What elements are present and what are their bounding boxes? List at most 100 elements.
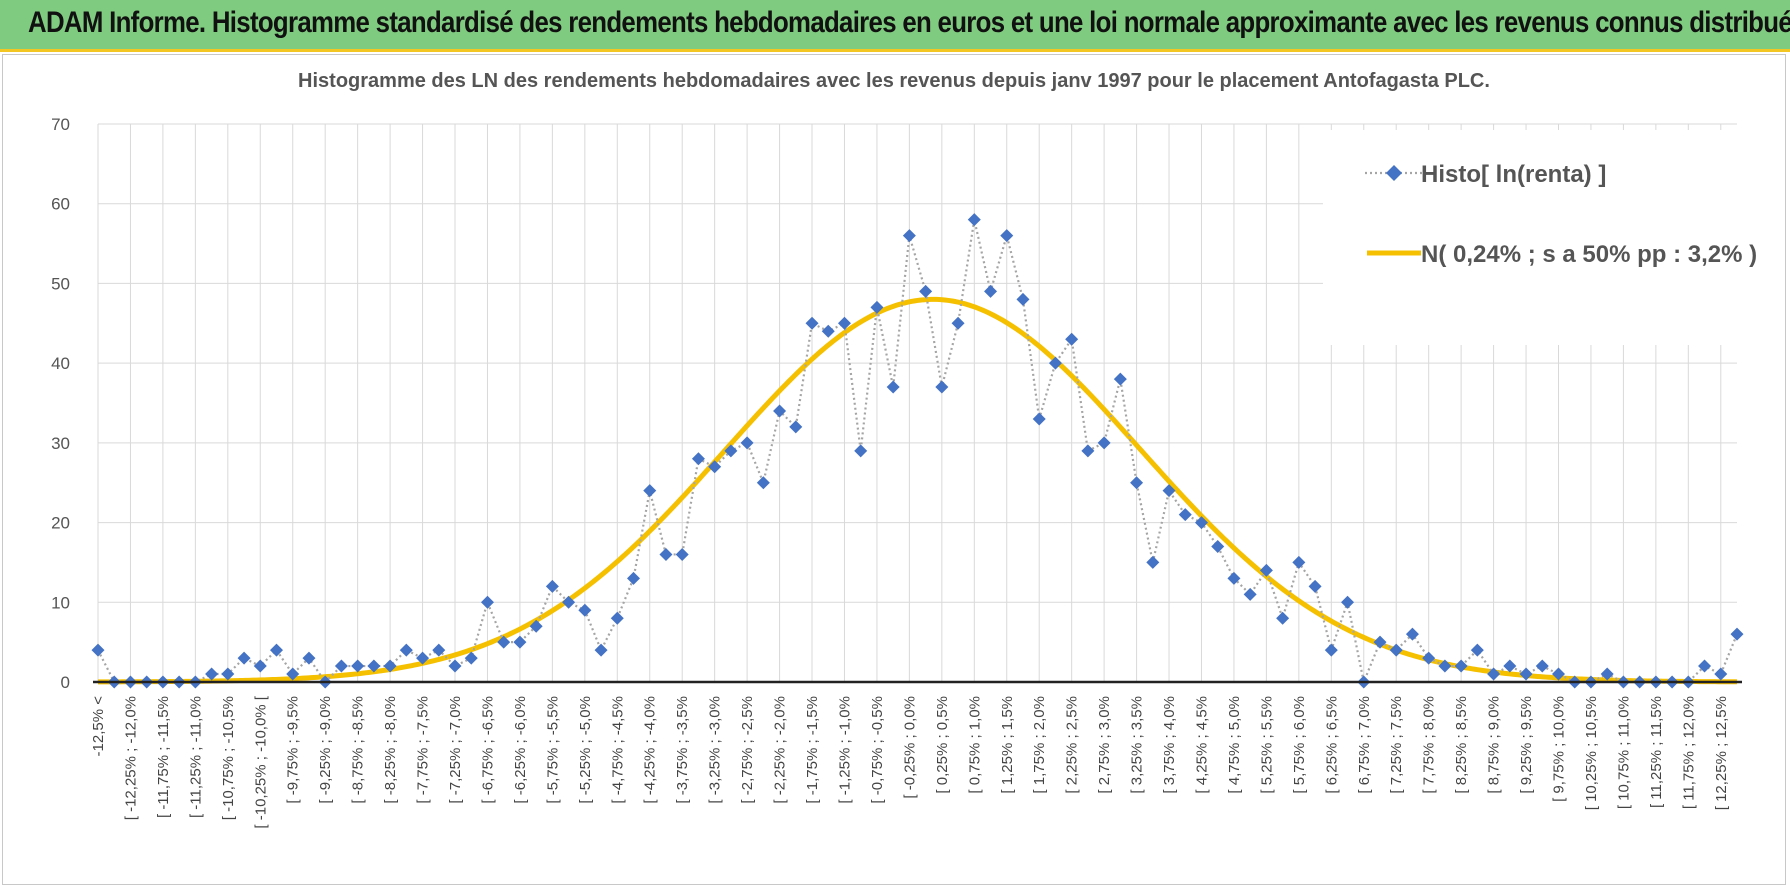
chart-frame: Histogramme des LN des rendements hebdom… <box>2 54 1786 885</box>
y-tick-label: 70 <box>51 115 70 134</box>
histogram-point <box>1600 667 1614 681</box>
x-tick-label: [ -10,75% ; -10,5% <box>220 696 237 820</box>
histogram-point <box>1519 667 1533 681</box>
x-tick-label: [ 11,75% ; 12,0% <box>1680 696 1697 809</box>
histogram-point <box>578 603 592 617</box>
histogram-point <box>302 651 316 665</box>
histogram-point <box>205 667 219 681</box>
histogram-point <box>789 420 803 434</box>
x-tick-label: [ -6,25% ; -6,0% <box>512 696 529 804</box>
x-tick-label: [ -9,25% ; -9,0% <box>317 696 334 804</box>
histogram-point <box>1178 508 1192 522</box>
histogram-point <box>1081 444 1095 458</box>
histogram-point <box>562 595 576 609</box>
histogram-point <box>1422 651 1436 665</box>
histogram-point <box>1130 476 1144 490</box>
histogram-point <box>1113 372 1127 386</box>
x-tick-label: [ -5,75% ; -5,5% <box>544 696 561 804</box>
histogram-point <box>416 651 430 665</box>
histogram-point <box>1503 659 1517 673</box>
x-tick-label: [ 8,25% ; 8,5% <box>1453 696 1470 794</box>
x-tick-label: [ -0,25% ; 0,0% <box>901 696 918 799</box>
x-tick-label: [ 0,25% ; 0,5% <box>934 696 951 794</box>
legend-normal-label: N( 0,24% ; s a 50% pp : 3,2% ) <box>1421 241 1757 268</box>
histogram-point <box>286 667 300 681</box>
histogram-point <box>854 444 868 458</box>
x-tick-label: [ 2,25% ; 2,5% <box>1064 696 1081 794</box>
report-banner: ADAM Informe. Histogramme standardisé de… <box>0 0 1790 52</box>
x-tick-label: [ 4,25% ; 4,5% <box>1193 696 1210 794</box>
chart-title: Histogramme des LN des rendements hebdom… <box>298 70 1490 92</box>
histogram-point <box>740 436 754 450</box>
histogram-point <box>270 643 284 657</box>
x-tick-label: [ -8,25% ; -8,0% <box>382 696 399 804</box>
histogram-point <box>367 659 381 673</box>
x-tick-label: [ 9,25% ; 9,5% <box>1518 696 1535 794</box>
histogram-point <box>1162 484 1176 498</box>
x-tick-label: [ 5,75% ; 6,0% <box>1291 696 1308 794</box>
x-tick-label: [ 5,25% ; 5,5% <box>1258 696 1275 794</box>
histogram-point <box>659 547 673 561</box>
y-tick-label: 30 <box>51 434 70 453</box>
x-tick-label: [ -8,75% ; -8,5% <box>350 696 367 804</box>
histogram-point <box>1389 643 1403 657</box>
x-tick-label: [ 10,25% ; 10,5% <box>1583 696 1600 810</box>
x-tick-label: [ -6,75% ; -6,5% <box>479 696 496 804</box>
histogram-point <box>1487 667 1501 681</box>
histogram-point <box>708 460 722 474</box>
histogram-point <box>902 229 916 243</box>
x-tick-label: [ -11,25% ; -11,0% <box>187 696 204 818</box>
histogram-point <box>1714 667 1728 681</box>
histogram-point <box>610 611 624 625</box>
histogram-point <box>1454 659 1468 673</box>
histogram-point <box>1373 635 1387 649</box>
histogram-point <box>513 635 527 649</box>
histogram-point <box>1276 611 1290 625</box>
histogram-point <box>1194 516 1208 530</box>
x-tick-label: [ 11,25% ; 11,5% <box>1648 696 1665 808</box>
histogram-point <box>399 643 413 657</box>
histogram-point <box>237 651 251 665</box>
histogram-point <box>545 579 559 593</box>
x-tick-label: [ -9,75% ; -9,5% <box>285 696 302 804</box>
x-tick-label: [ -1,25% ; -1,0% <box>836 696 853 804</box>
histogram-point <box>1243 587 1257 601</box>
histogram-point <box>1146 555 1160 569</box>
histogram-point <box>1341 595 1355 609</box>
histogram-point <box>1405 627 1419 641</box>
x-tick-label: [ -3,75% ; -3,5% <box>674 696 691 804</box>
legend-background <box>1323 130 1763 345</box>
histogram-point <box>383 659 397 673</box>
histogram-point <box>1308 579 1322 593</box>
x-tick-label: [ -0,75% ; -0,5% <box>869 696 886 804</box>
histogram-point <box>1259 563 1273 577</box>
x-tick-label: [ 6,75% ; 7,0% <box>1356 696 1373 794</box>
x-tick-label: [ 6,25% ; 6,5% <box>1323 696 1340 794</box>
histogram-point <box>253 659 267 673</box>
x-tick-label: [ 7,25% ; 7,5% <box>1388 696 1405 794</box>
histogram-point <box>1324 643 1338 657</box>
x-tick-label: [ -4,75% ; -4,5% <box>609 696 626 804</box>
y-axis-ticks: 0 10 20 30 40 50 60 70 <box>51 115 70 692</box>
histogram-point <box>691 452 705 466</box>
histogram-point <box>91 643 105 657</box>
histogram-point <box>675 547 689 561</box>
histogram-point <box>967 213 981 227</box>
histogram-series-line <box>97 219 1739 686</box>
histogram-point <box>1097 436 1111 450</box>
histogram-point <box>984 284 998 298</box>
histogram-point <box>1292 555 1306 569</box>
x-tick-label: [ 1,75% ; 2,0% <box>1031 696 1048 794</box>
y-tick-label: 50 <box>51 274 70 293</box>
histogram-point <box>919 284 933 298</box>
x-tick-label: [ -11,75% ; -11,5% <box>155 696 172 818</box>
histogram-point <box>497 635 511 649</box>
histogram-point <box>432 643 446 657</box>
x-tick-label: [ -7,75% ; -7,5% <box>415 696 432 804</box>
histogram-chart: Histogramme des LN des rendements hebdom… <box>51 70 1763 829</box>
histogram-point <box>1048 356 1062 370</box>
histogram-point <box>351 659 365 673</box>
histogram-point <box>1438 659 1452 673</box>
x-tick-label: [ -10,25% ; -10,0% [ <box>252 695 269 828</box>
report-title: ADAM Informe. Histogramme standardisé de… <box>28 6 1790 39</box>
